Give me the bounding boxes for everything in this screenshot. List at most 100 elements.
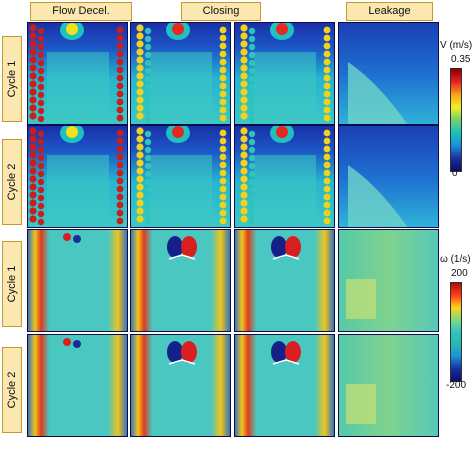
vorticity-panel	[130, 229, 231, 332]
vorticity-panel	[130, 334, 231, 437]
left-jet-marker	[240, 56, 248, 64]
right-jet-marker	[116, 50, 124, 58]
core-center	[276, 23, 288, 35]
left-jet-marker	[29, 215, 37, 223]
left-jet-marker	[29, 135, 37, 143]
column-header-closing: Closing	[181, 2, 261, 21]
central-flow-region	[254, 155, 316, 225]
left-jet-marker	[144, 27, 152, 35]
left-jet-marker	[240, 143, 248, 151]
left-jet-marker	[37, 194, 45, 202]
right-jet-marker	[219, 137, 227, 145]
right-jet-marker	[323, 66, 331, 74]
right-jet-marker	[323, 114, 331, 122]
left-jet-marker	[136, 183, 144, 191]
core-center	[66, 126, 78, 138]
vorticity-field-background	[27, 229, 128, 332]
left-jet-marker	[240, 88, 248, 96]
vorticity-panel	[338, 229, 439, 332]
right-jet-marker	[219, 177, 227, 185]
right-jet-marker	[219, 58, 227, 66]
left-jet-marker	[37, 91, 45, 99]
panel-border	[234, 334, 335, 437]
right-jet-marker	[323, 50, 331, 58]
panel-border	[27, 334, 128, 437]
right-jet-marker	[323, 217, 331, 225]
right-jet-marker	[219, 209, 227, 217]
core-center	[66, 23, 78, 35]
left-jet-marker	[240, 151, 248, 159]
column-header-label: Closing	[202, 5, 240, 17]
left-jet-marker	[29, 159, 37, 167]
left-jet-marker	[37, 170, 45, 178]
left-jet-marker	[37, 154, 45, 162]
vorticity-colorbar	[450, 282, 462, 382]
right-jet-marker	[116, 42, 124, 50]
left-jet-marker	[29, 88, 37, 96]
right-jet-marker	[323, 209, 331, 217]
left-jet-marker	[248, 210, 256, 218]
right-jet-marker	[116, 114, 124, 122]
left-jet-marker	[240, 127, 248, 135]
field-map	[338, 125, 439, 228]
left-jet-marker	[248, 91, 256, 99]
vortex-negative	[167, 236, 183, 258]
vorticity-panel	[338, 334, 439, 437]
velocity-panel	[234, 125, 335, 228]
column-header-label: Flow Decel.	[52, 5, 110, 17]
velocity-colorbar-title: V (m/s)	[440, 40, 473, 51]
left-jet-marker	[37, 130, 45, 138]
panel-border	[338, 229, 439, 332]
right-jet-marker	[219, 34, 227, 42]
column-header-flow-decel: Flow Decel.	[30, 2, 132, 21]
left-jet-marker	[136, 112, 144, 120]
left-jet-marker	[144, 138, 152, 146]
left-jet-marker	[29, 24, 37, 32]
left-jet-marker	[29, 40, 37, 48]
leakage-jet	[348, 165, 408, 228]
left-jet-marker	[248, 67, 256, 75]
left-jet-marker	[144, 178, 152, 186]
field-map	[27, 125, 128, 228]
left-jet-marker	[37, 146, 45, 154]
left-jet-marker	[144, 59, 152, 67]
left-jet-marker	[29, 191, 37, 199]
right-jet-marker	[219, 42, 227, 50]
vector-arrows	[272, 254, 300, 260]
left-jet-marker	[240, 40, 248, 48]
vorticity-panel	[234, 229, 335, 332]
right-jet-marker	[323, 98, 331, 106]
left-jet-marker	[29, 104, 37, 112]
right-jet-marker	[116, 106, 124, 114]
vorticity-min-label: -200	[446, 380, 467, 391]
field-map	[27, 229, 128, 332]
left-jet-marker	[248, 107, 256, 115]
left-jet-marker	[240, 64, 248, 72]
field-map	[130, 229, 231, 332]
left-jet-marker	[136, 175, 144, 183]
left-jet-marker	[240, 167, 248, 175]
right-jet-marker	[116, 58, 124, 66]
left-jet-marker	[144, 146, 152, 154]
left-jet-marker	[37, 27, 45, 35]
left-jet-marker	[248, 186, 256, 194]
row-label-vorticity-cycle-2: Cycle 2	[2, 347, 22, 433]
left-jet-marker	[136, 207, 144, 215]
right-jet-marker	[116, 145, 124, 153]
field-map	[130, 334, 231, 437]
left-jet-marker	[136, 88, 144, 96]
left-jet-marker	[248, 178, 256, 186]
left-jet-marker	[248, 75, 256, 83]
left-jet-marker	[240, 48, 248, 56]
right-jet-marker	[219, 26, 227, 34]
right-jet-marker	[219, 50, 227, 58]
panel-border	[27, 229, 128, 332]
panel-border	[27, 125, 128, 228]
right-jet-marker	[116, 26, 124, 34]
right-jet-marker	[116, 98, 124, 106]
right-jet-marker	[116, 137, 124, 145]
left-jet-marker	[144, 43, 152, 51]
vorticity-patch	[346, 279, 376, 319]
velocity-panel	[27, 125, 128, 228]
right-jet-marker	[219, 114, 227, 122]
